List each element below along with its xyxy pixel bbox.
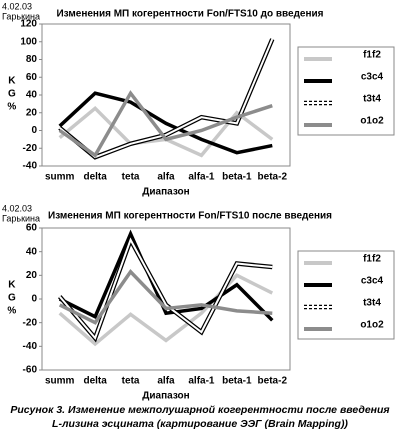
legend-label: c3c4 [361, 276, 384, 287]
y-tick-label: -20 [23, 143, 38, 154]
y-axis-label: KG% [6, 280, 17, 319]
chart-title: Изменения МП когерентности Fon/FTS10 пос… [48, 211, 332, 222]
y-tick-label: 60 [26, 223, 38, 234]
legend-label: t3t4 [363, 94, 381, 105]
x-axis-label: Диапазон [142, 391, 189, 402]
legend-label: o1o2 [360, 320, 384, 331]
legend-label: t3t4 [363, 298, 381, 309]
y-tick-label: -40 [23, 161, 38, 172]
line [58, 90, 273, 158]
y-tick-label: 100 [20, 36, 37, 47]
y-tick-label: 120 [20, 19, 37, 30]
x-tick-label: beta-1 [222, 172, 252, 183]
line [58, 91, 273, 155]
legend [297, 46, 395, 136]
line [58, 273, 274, 347]
line [58, 229, 274, 322]
caption: Рисунок 3. Изменение межполушарной когер… [10, 404, 389, 416]
line [58, 237, 273, 341]
y-axis-label: KG% [6, 76, 17, 115]
legend-label: o1o2 [360, 116, 384, 127]
legend-label: f1f2 [363, 50, 381, 61]
subject: Гарькина [2, 11, 40, 21]
x-tick-label: alfa [157, 376, 175, 387]
x-tick-label: beta-2 [258, 376, 288, 387]
x-tick-label: alfa-1 [188, 172, 215, 183]
y-tick-label: 20 [26, 270, 38, 281]
caption: L-лизина эсцината (картирование ЭЭГ (Bra… [52, 418, 348, 430]
y-tick-label: 40 [26, 246, 38, 257]
y-tick-label: 0 [31, 294, 37, 305]
x-tick-label: delta [83, 376, 107, 387]
legend-label: c3c4 [361, 72, 384, 83]
y-tick-label: 60 [26, 72, 38, 83]
x-tick-label: alfa [157, 172, 175, 183]
y-tick-label: -40 [23, 341, 38, 352]
x-axis-label: Диапазон [142, 187, 189, 198]
x-tick-label: beta-2 [258, 172, 288, 183]
y-tick-label: 20 [26, 107, 38, 118]
y-tick-label: -20 [23, 317, 38, 328]
x-tick-label: teta [122, 376, 140, 387]
x-tick-label: teta [122, 172, 140, 183]
y-tick-label: -60 [23, 365, 38, 376]
y-tick-label: 80 [26, 54, 38, 65]
subject: Гарькина [2, 213, 40, 223]
chart-title: Изменения МП когерентности Fon/FTS10 до … [56, 9, 323, 20]
legend-label: f1f2 [363, 254, 381, 265]
x-tick-label: alfa-1 [188, 376, 215, 387]
y-tick-label: 0 [31, 125, 37, 136]
date: 4.02.03 [2, 203, 32, 213]
y-tick-label: 40 [26, 90, 38, 101]
x-tick-label: delta [83, 172, 107, 183]
x-tick-label: summ [45, 376, 75, 387]
line [58, 269, 273, 325]
date: 4.02.03 [2, 1, 32, 11]
x-tick-label: beta-1 [222, 376, 252, 387]
legend [297, 250, 395, 340]
x-tick-label: summ [45, 172, 75, 183]
